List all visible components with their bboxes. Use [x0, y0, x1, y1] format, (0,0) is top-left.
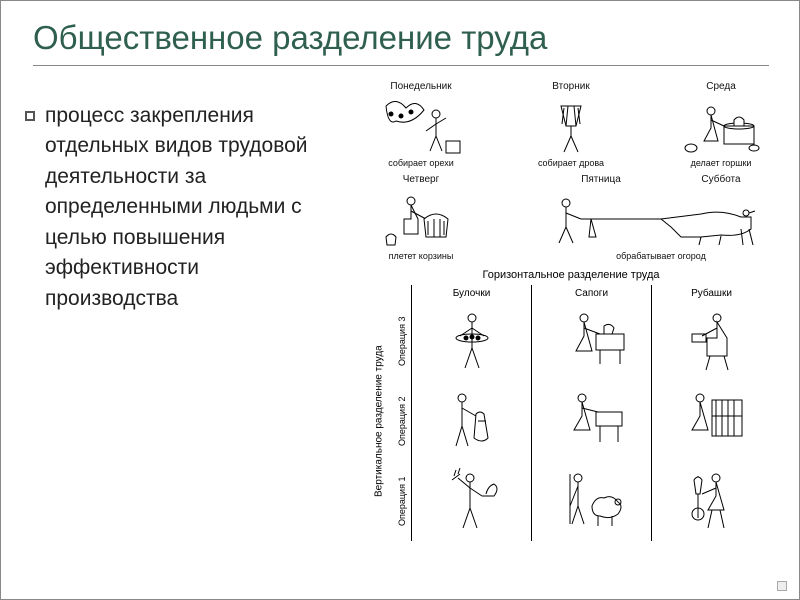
weave-baskets-icon: [361, 187, 481, 249]
shepherd-sheep-icon: [531, 461, 651, 541]
day-label: Пятница: [541, 174, 661, 185]
op-label: Операция 1: [393, 461, 411, 541]
day-label: Четверг: [361, 174, 481, 185]
baker-tray-icon: [411, 301, 531, 381]
corner-decoration-icon: [777, 581, 787, 591]
col-head: Сапоги: [531, 285, 651, 301]
tailor-sew-icon: [651, 301, 771, 381]
labor-grid: Булочки Сапоги Рубашки Вертикальное разд…: [365, 285, 781, 541]
diagram-area: Понедельник собирает орехи Вторник: [361, 81, 781, 581]
baker-sack-icon: [411, 381, 531, 461]
day-cell: Понедельник собирает орехи: [361, 81, 481, 168]
definition-text: процесс закрепления отдельных видов труд…: [45, 101, 325, 314]
day-caption: собирает орехи: [361, 158, 481, 168]
vertical-axis-title: Вертикальное разделение труда: [365, 301, 393, 541]
cobbler-bench-icon: [531, 301, 651, 381]
cobbler-cut-icon: [531, 381, 651, 461]
page-title: Общественное разделение труда: [33, 19, 547, 57]
horizontal-axis-title: Горизонтальное разделение труда: [361, 269, 781, 281]
col-head: Булочки: [411, 285, 531, 301]
make-pots-icon: [661, 94, 781, 156]
day-caption: обрабатывает огород: [541, 251, 781, 261]
gather-wood-icon: [511, 94, 631, 156]
day-label: Понедельник: [361, 81, 481, 92]
gather-nuts-icon: [361, 94, 481, 156]
title-underline: [33, 65, 769, 66]
day-caption: плетет корзины: [361, 251, 481, 261]
spinner-icon: [651, 461, 771, 541]
day-cell: Четверг плетет корзины: [361, 174, 481, 261]
bullet-icon: [25, 111, 35, 121]
plough-field-icon: [541, 187, 781, 249]
day-label: Суббота: [661, 174, 781, 185]
day-label: Вторник: [511, 81, 631, 92]
tailor-loom-icon: [651, 381, 771, 461]
farmer-grain-icon: [411, 461, 531, 541]
day-caption: собирает дрова: [511, 158, 631, 168]
days-row-2: Четверг плетет корзины Пятница Суббота: [361, 174, 781, 261]
day-label: Среда: [661, 81, 781, 92]
col-head: Рубашки: [651, 285, 771, 301]
day-cell: Среда делает горшки: [661, 81, 781, 168]
day-cell: Вторник собирает дрова: [511, 81, 631, 168]
day-cell-wide: Пятница Суббота обрабатывает огород: [541, 174, 781, 261]
day-caption: делает горшки: [661, 158, 781, 168]
definition-block: процесс закрепления отдельных видов труд…: [25, 101, 325, 314]
op-label: Операция 2: [393, 381, 411, 461]
op-label: Операция 3: [393, 301, 411, 381]
days-row-1: Понедельник собирает орехи Вторник: [361, 81, 781, 168]
